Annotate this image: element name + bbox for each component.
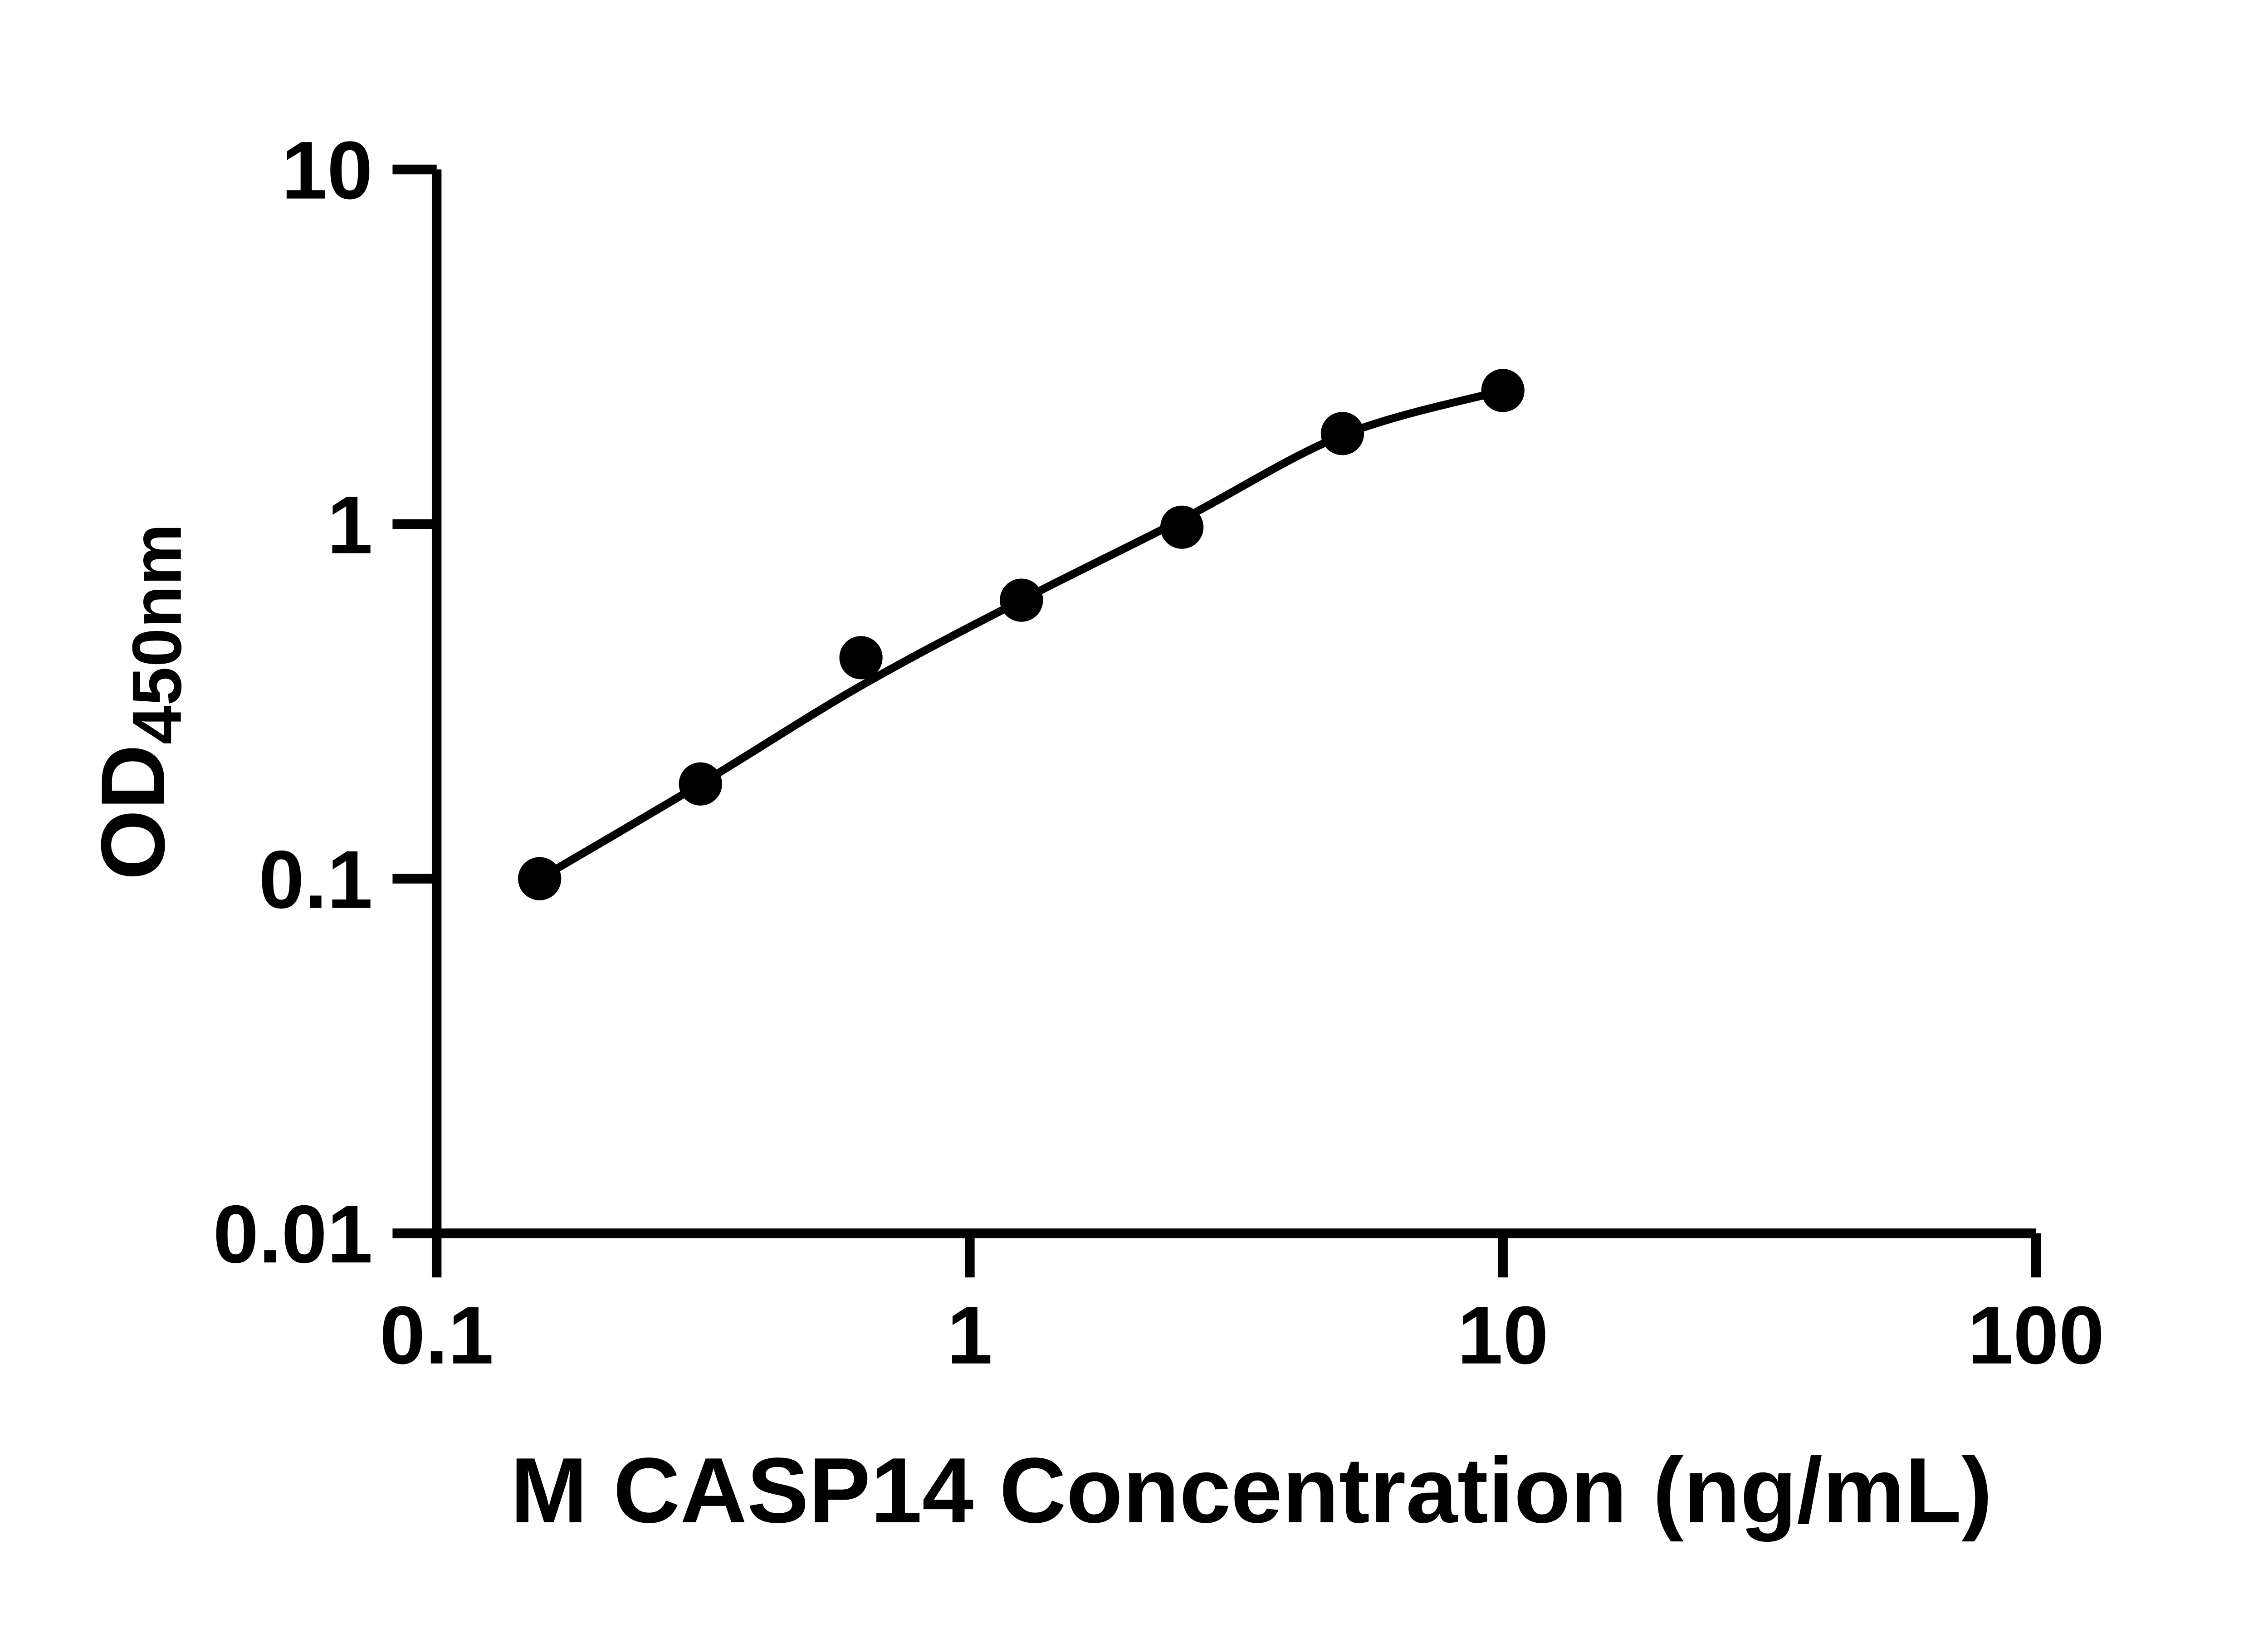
data-point bbox=[1000, 578, 1043, 622]
data-point bbox=[1481, 369, 1525, 412]
y-tick-label: 0.01 bbox=[213, 1188, 373, 1280]
data-point bbox=[679, 762, 722, 806]
y-axis-title-subscript: 450nm bbox=[118, 523, 196, 744]
data-point bbox=[1160, 505, 1204, 549]
data-point bbox=[1320, 412, 1364, 455]
data-point bbox=[518, 857, 562, 900]
x-tick-label: 100 bbox=[1968, 1290, 2105, 1381]
x-tick-label: 10 bbox=[1457, 1290, 1549, 1381]
y-tick-label: 1 bbox=[327, 479, 373, 571]
axis-spine bbox=[431, 169, 2036, 1238]
y-axis-title: OD450nm bbox=[83, 523, 196, 880]
fit-curve-line bbox=[535, 386, 1507, 883]
x-tick-label: 1 bbox=[947, 1290, 993, 1381]
data-point bbox=[839, 636, 883, 680]
y-axis-title-main: OD bbox=[83, 744, 184, 880]
y-tick-label: 10 bbox=[281, 125, 372, 216]
y-tick-label: 0.1 bbox=[259, 834, 372, 925]
x-tick-label: 0.1 bbox=[380, 1290, 494, 1381]
x-axis-title: M CASP14 Concentration (ng/mL) bbox=[510, 1439, 1992, 1542]
